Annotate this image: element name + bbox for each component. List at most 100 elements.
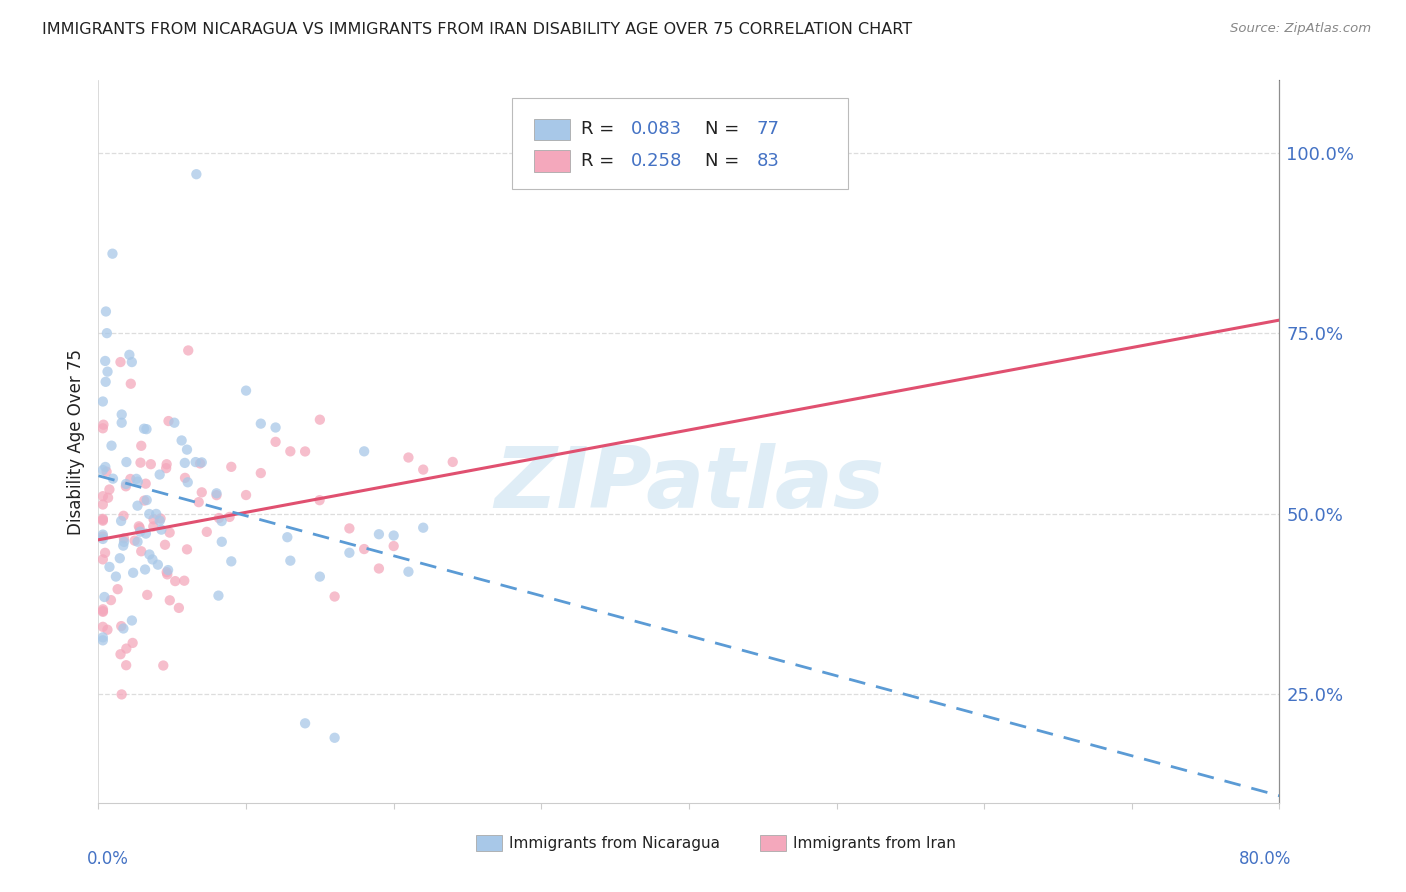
Point (91, 605, 114, 619)
Point (191, 485, 214, 500)
Point (235, 488, 257, 502)
Point (129, 524, 152, 539)
Point (91, 514, 114, 528)
Point (221, 554, 243, 568)
Point (91, 604, 114, 618)
Point (170, 434, 193, 448)
Point (96, 365, 118, 379)
Point (167, 601, 190, 615)
Point (412, 521, 434, 535)
Point (353, 444, 375, 458)
Point (157, 563, 180, 577)
Point (96, 326, 118, 340)
Point (91, 630, 114, 644)
Point (221, 459, 243, 474)
Point (107, 582, 129, 597)
Point (135, 476, 157, 491)
Point (187, 495, 209, 509)
Point (93, 417, 115, 432)
Point (98, 483, 121, 497)
Point (91, 498, 114, 512)
Point (134, 562, 156, 576)
Point (138, 548, 160, 562)
Point (165, 574, 187, 588)
Point (149, 467, 172, 482)
Point (141, 552, 163, 566)
Point (191, 455, 214, 469)
Point (280, 444, 302, 458)
Point (142, 519, 165, 533)
Point (264, 420, 287, 434)
Point (94, 354, 117, 368)
Point (127, 534, 149, 549)
Point (111, 687, 134, 701)
Point (125, 472, 148, 486)
Point (250, 466, 273, 480)
Point (91, 529, 114, 543)
Point (94, 546, 117, 560)
Point (139, 457, 162, 471)
Point (218, 510, 240, 524)
Point (323, 590, 346, 604)
Point (149, 511, 172, 525)
Text: 83: 83 (756, 153, 779, 170)
Point (93, 590, 115, 604)
FancyBboxPatch shape (534, 151, 569, 172)
Point (163, 416, 186, 430)
Point (136, 588, 159, 602)
Text: Immigrants from Nicaragua: Immigrants from Nicaragua (509, 836, 720, 851)
Point (115, 658, 138, 673)
Point (110, 514, 132, 528)
Point (353, 542, 375, 557)
Point (382, 539, 405, 553)
Point (195, 524, 218, 539)
Point (205, 488, 228, 502)
Text: 77: 77 (756, 120, 779, 138)
Point (97, 491, 120, 505)
Point (104, 569, 127, 583)
Point (276, 530, 298, 544)
Text: Immigrants from Iran: Immigrants from Iran (793, 836, 956, 851)
Point (177, 343, 200, 358)
Point (96, 465, 118, 479)
Text: 0.083: 0.083 (631, 120, 682, 138)
Point (211, 514, 233, 528)
Point (205, 486, 228, 500)
Point (100, 593, 122, 607)
Point (250, 417, 273, 431)
Point (112, 531, 135, 545)
Point (135, 526, 157, 541)
Point (91, 421, 114, 435)
Text: ZIPatlas: ZIPatlas (494, 443, 884, 526)
Point (98, 560, 121, 574)
Point (91, 463, 114, 477)
Point (122, 566, 145, 580)
Point (173, 456, 195, 470)
Point (308, 493, 330, 508)
Point (155, 461, 177, 475)
Point (146, 558, 169, 572)
Point (110, 619, 132, 633)
Point (441, 455, 464, 469)
Point (124, 533, 146, 548)
Point (207, 589, 229, 603)
Point (110, 355, 132, 369)
Point (127, 475, 149, 489)
Point (91, 602, 114, 616)
Point (128, 521, 150, 535)
Point (138, 507, 160, 521)
Point (211, 534, 233, 549)
Point (118, 348, 141, 362)
Point (91, 633, 114, 648)
Point (111, 416, 134, 430)
Point (398, 565, 420, 579)
Point (91, 489, 114, 503)
Point (101, 472, 124, 486)
Point (339, 521, 361, 535)
Point (121, 614, 143, 628)
Text: R =: R = (582, 120, 620, 138)
FancyBboxPatch shape (512, 98, 848, 189)
Point (184, 455, 207, 469)
Point (142, 512, 165, 526)
Point (309, 569, 332, 583)
